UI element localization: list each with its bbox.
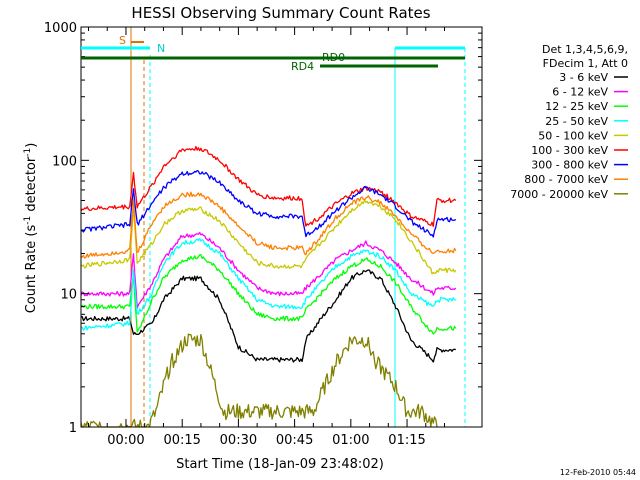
series-line-7 xyxy=(80,169,457,238)
series-line-9 xyxy=(80,333,438,428)
plot-area xyxy=(80,27,466,428)
legend-entry-label: 25 - 50 keV xyxy=(545,115,608,128)
plot-frame xyxy=(80,26,483,428)
series-line-4 xyxy=(80,238,456,331)
series-line-8 xyxy=(80,191,457,259)
legend-entry-label: 7000 - 20000 keV xyxy=(510,188,608,201)
x-tick-label: 00:00 xyxy=(107,433,144,448)
y-axis-label-sup2: -1 xyxy=(23,148,33,157)
series-line-5 xyxy=(80,199,457,275)
legend-entry-label: 3 - 6 keV xyxy=(559,71,608,84)
legend-header-1: Det 1,3,4,5,6,9, xyxy=(542,43,628,56)
series-line-2 xyxy=(80,231,457,309)
series-line-6 xyxy=(80,145,457,228)
legend-header-2: FDecim 1, Att 0 xyxy=(543,57,628,70)
y-tick-label: 10 xyxy=(60,288,77,303)
y-axis-label-sup1: -1 xyxy=(23,216,33,225)
legend-entry-label: 100 - 300 keV xyxy=(531,144,608,157)
series-line-3 xyxy=(80,254,457,335)
y-axis-label-mid: detector xyxy=(24,156,39,216)
legend-entry-label: 6 - 12 keV xyxy=(552,86,608,99)
x-tick-label: 01:00 xyxy=(332,433,369,448)
y-axis-label-end: ) xyxy=(24,143,39,148)
saa-flag-label: S xyxy=(119,34,126,47)
y-tick-label: 1 xyxy=(69,421,77,436)
x-tick-label: 00:45 xyxy=(276,433,313,448)
chart-title: HESSI Observing Summary Count Rates xyxy=(131,4,430,22)
flag-bars: S N RD0 RD4 xyxy=(81,34,465,73)
y-tick-label: 100 xyxy=(52,154,77,169)
series-line-1 xyxy=(80,269,457,363)
y-tick-label: 1000 xyxy=(44,21,77,36)
x-tick-label: 00:15 xyxy=(163,433,200,448)
axes: 1 10 100 1000 00:00 00:15 00:30 00:45 01:00 01:15 xyxy=(44,21,482,448)
y-axis-label-main: Count Rate (s xyxy=(24,225,39,314)
legend-entry-label: 50 - 100 keV xyxy=(538,129,608,142)
x-tick-label: 00:30 xyxy=(220,433,257,448)
legend-entry-label: 12 - 25 keV xyxy=(545,100,608,113)
y-axis-label: Count Rate (s-1 detector-1) xyxy=(23,143,39,314)
footer-timestamp: 12-Feb-2010 05:44 xyxy=(560,468,636,477)
night-flag-label: N xyxy=(157,42,165,55)
rd4-flag-label: RD4 xyxy=(291,60,314,73)
legend: Det 1,3,4,5,6,9, FDecim 1, Att 0 3 - 6 k… xyxy=(510,43,628,201)
legend-entry-label: 300 - 800 keV xyxy=(531,159,608,172)
x-axis-label: Start Time (18-Jan-09 23:48:02) xyxy=(176,457,384,472)
x-tick-label: 01:15 xyxy=(388,433,425,448)
legend-entry-label: 800 - 7000 keV xyxy=(524,173,608,186)
